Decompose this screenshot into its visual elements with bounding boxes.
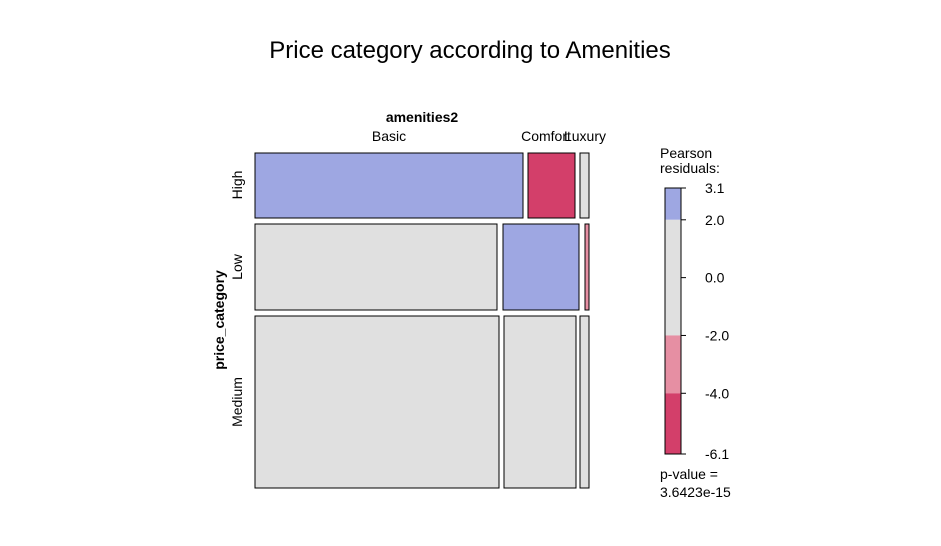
y-variable-label: price_category bbox=[211, 270, 227, 370]
tile-comfort-low bbox=[502, 223, 580, 311]
legend-title-line-1: Pearson bbox=[660, 145, 712, 161]
tile-luxury-high bbox=[579, 152, 590, 219]
x-label-comfort: Comfort bbox=[521, 128, 571, 144]
x-label-luxury: Luxury bbox=[564, 128, 606, 144]
legend-tick-label: 0.0 bbox=[705, 270, 725, 286]
legend-band bbox=[665, 188, 681, 220]
y-category-labels: High Low Medium bbox=[229, 171, 245, 427]
legend-tick-label: -4.0 bbox=[705, 385, 729, 401]
y-label-medium: Medium bbox=[229, 377, 245, 427]
y-label-low: Low bbox=[229, 253, 245, 280]
tile-luxury-low bbox=[584, 223, 590, 311]
chart-title: Price category according to Amenities bbox=[269, 37, 671, 64]
y-label-high: High bbox=[229, 171, 245, 200]
legend-tick-label: -2.0 bbox=[705, 327, 729, 343]
tile-basic-low bbox=[254, 223, 498, 311]
p-value-label: p-value = bbox=[660, 466, 718, 482]
tile-basic-medium bbox=[254, 315, 500, 489]
legend-tick-label: -6.1 bbox=[705, 446, 729, 462]
residual-legend: 3.1 2.0 0.0 -2.0 -4.0 -6.1 bbox=[664, 180, 729, 462]
legend-bar-frame bbox=[664, 187, 682, 455]
x-variable-label: amenities2 bbox=[386, 109, 459, 125]
legend-band bbox=[665, 219, 681, 336]
mosaic-tiles bbox=[254, 152, 590, 489]
legend-band bbox=[665, 393, 681, 454]
p-value: 3.6423e-15 bbox=[660, 484, 731, 500]
legend-title-line-2: residuals: bbox=[660, 160, 720, 176]
tile-basic-high bbox=[254, 152, 524, 219]
x-label-basic: Basic bbox=[372, 128, 406, 144]
legend-tick-label: 3.1 bbox=[705, 180, 725, 196]
legend-tick-label: 2.0 bbox=[705, 212, 725, 228]
tile-comfort-high bbox=[527, 152, 576, 219]
tile-luxury-medium bbox=[579, 315, 590, 489]
legend-band bbox=[665, 335, 681, 394]
tile-comfort-medium bbox=[503, 315, 577, 489]
